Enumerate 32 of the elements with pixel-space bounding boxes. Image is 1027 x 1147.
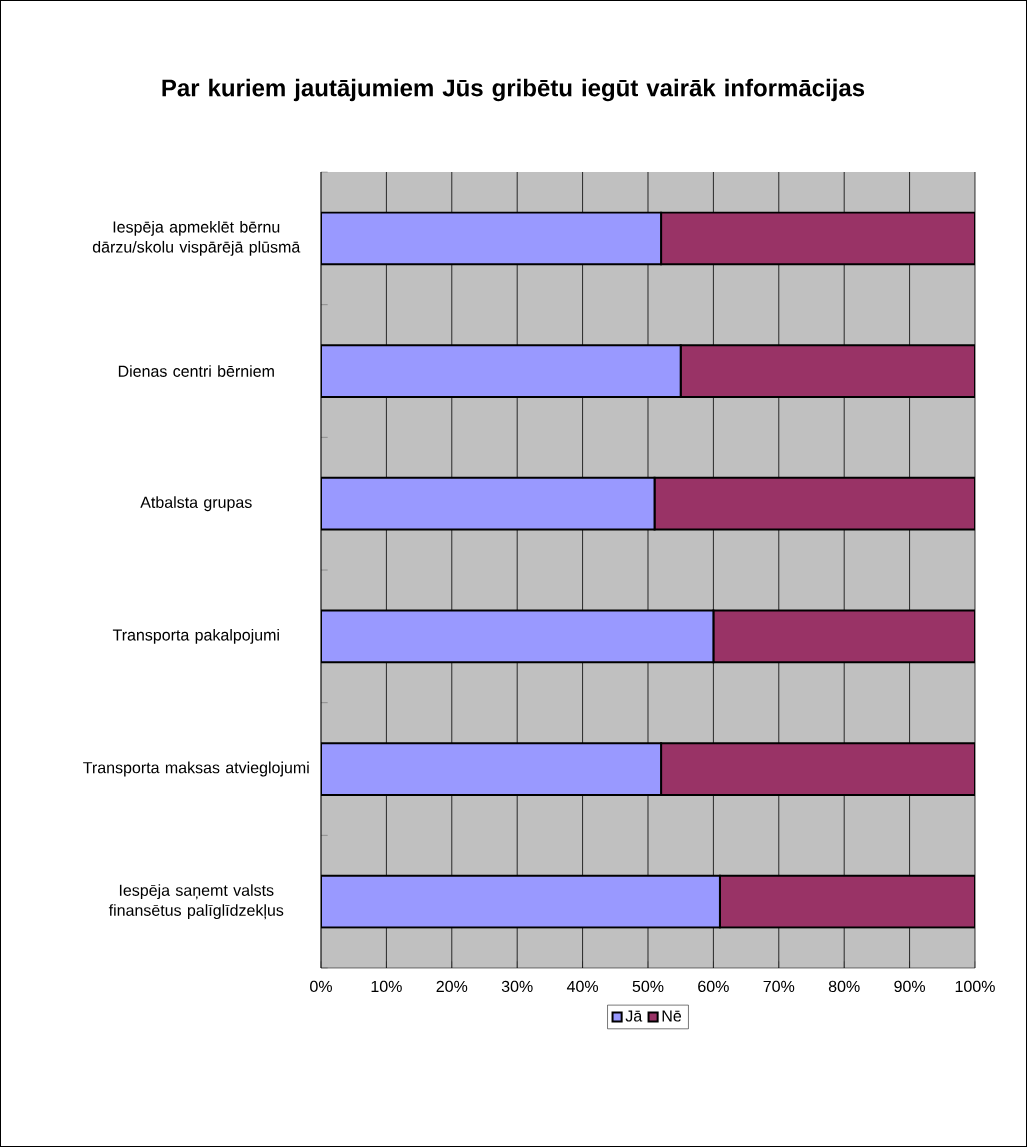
y-tick-label: Atbalsta grupas [140, 496, 252, 512]
x-tick-label: 70% [763, 980, 795, 993]
y-tick-label: Dienas centri bērniem [118, 365, 274, 377]
bar [320, 211, 663, 266]
x-tick-label: 100% [955, 980, 995, 993]
x-tick-label: 40% [566, 980, 599, 993]
y-tick-label: Transporta pakalpojumi [112, 628, 279, 644]
bar [712, 609, 975, 664]
x-tick-label: 60% [698, 980, 729, 993]
chart-title: Par kuriem jautājumiem Jūs gribētu iegūt vairāk informācijas [162, 78, 865, 102]
x-tick-label: 20% [436, 980, 468, 993]
legend-label: Nē [662, 1010, 682, 1022]
y-tick-label: Transporta maksas atvieglojumi [83, 761, 309, 777]
x-tick-label: 90% [894, 980, 926, 993]
x-tick-label: 80% [828, 980, 860, 993]
bar [320, 609, 715, 664]
bar [320, 742, 663, 796]
x-tick-label: 30% [501, 980, 533, 993]
bar [653, 476, 975, 531]
x-tick-label: 10% [371, 980, 402, 993]
bar [320, 874, 721, 929]
x-tick-label: 0% [310, 980, 332, 993]
legend-label: Jā [625, 1010, 643, 1022]
bar [320, 476, 656, 531]
y-tick-label: Iespēja saņemt valsts finansētus palīglīdzekļus [108, 884, 284, 920]
bar [679, 344, 975, 398]
bar [660, 211, 975, 266]
bar [320, 344, 682, 398]
y-tick-label: Iespēja apmeklēt bērnu dārzu/skolu vispārējā plūsmā [92, 220, 301, 256]
bar [660, 742, 975, 796]
bar [718, 874, 975, 929]
x-tick-label: 50% [632, 980, 664, 993]
